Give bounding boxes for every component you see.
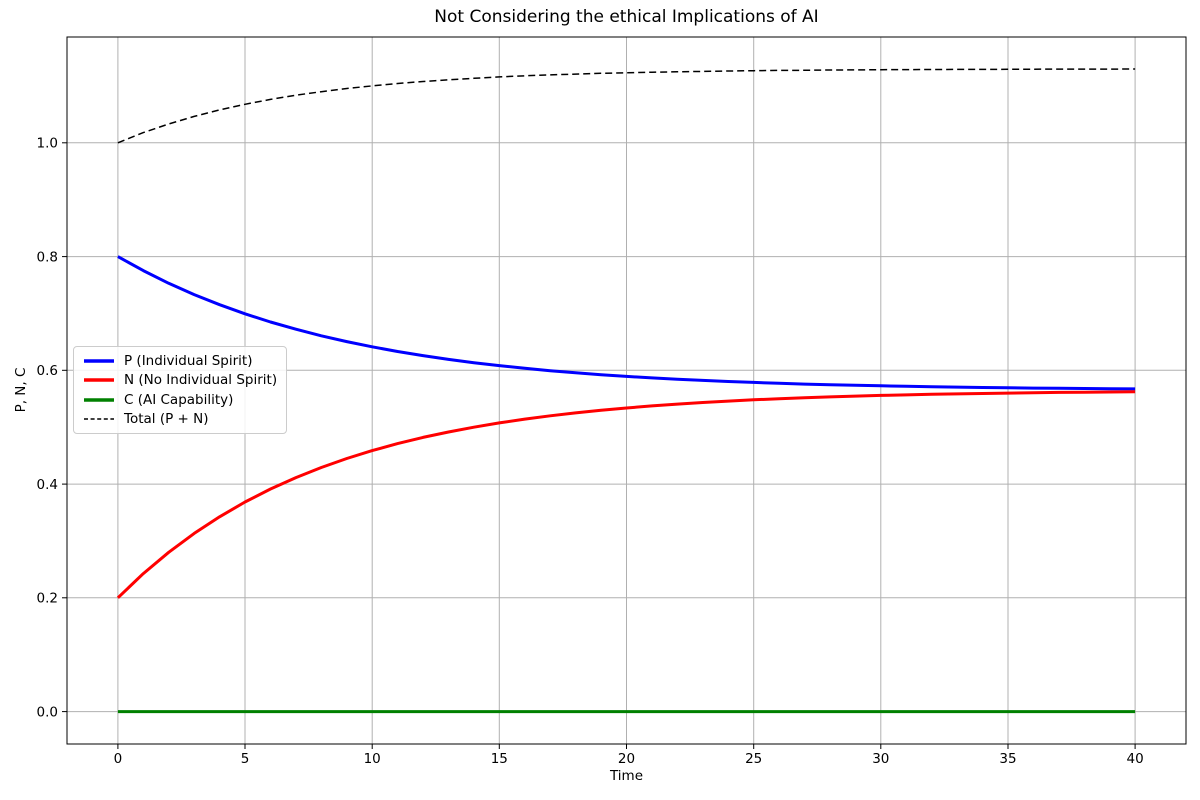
y-axis-label: P, N, C xyxy=(13,367,29,413)
x-tick-label: 5 xyxy=(241,751,250,767)
y-tick-label: 0.2 xyxy=(37,591,58,607)
legend-item-label: Total (P + N) xyxy=(124,411,209,428)
x-tick-label: 20 xyxy=(618,751,635,767)
series-line-1 xyxy=(116,390,1136,599)
y-tick-label: 0.8 xyxy=(37,249,58,265)
x-axis-label: Time xyxy=(609,768,644,784)
legend-item: N (No Individual Spirit) xyxy=(83,372,277,390)
legend-item-label: P (Individual Spirit) xyxy=(124,352,253,369)
series-line-0 xyxy=(117,255,1136,391)
legend-line-icon xyxy=(84,378,114,382)
legend-item: Total (P + N) xyxy=(83,411,277,429)
y-tick-label: 0.6 xyxy=(37,363,58,379)
legend-item-label: N (No Individual Spirit) xyxy=(124,372,278,389)
y-tick-label: 0.4 xyxy=(37,477,58,493)
y-tick-label: 0.0 xyxy=(37,704,58,720)
legend-line-icon xyxy=(84,359,114,363)
series-line-3 xyxy=(117,68,1136,144)
x-tick-label: 35 xyxy=(999,751,1016,767)
legend-line-icon xyxy=(84,398,114,402)
legend-item: P (Individual Spirit) xyxy=(83,352,277,370)
x-tick-label: 30 xyxy=(872,751,889,767)
x-tick-label: 25 xyxy=(745,751,762,767)
legend-line-icon xyxy=(84,418,114,420)
y-tick-label: 1.0 xyxy=(37,136,58,152)
x-tick-label: 10 xyxy=(364,751,381,767)
x-tick-label: 0 xyxy=(114,751,123,767)
x-tick-label: 40 xyxy=(1127,751,1144,767)
x-tick-label: 15 xyxy=(491,751,508,767)
tick-labels: 0 5 10 15 20 25 30 35 40 0.0 0.2 0.4 0.6 0.8 1.0 xyxy=(37,136,1144,767)
chart-title: Not Considering the ethical Implications… xyxy=(434,7,819,27)
legend-item-label: C (AI Capability) xyxy=(124,391,234,408)
legend: P (Individual Spirit) N (No Individual Sp… xyxy=(73,346,288,434)
grid xyxy=(67,37,1186,744)
tick-marks xyxy=(62,142,1136,749)
legend-item: C (AI Capability) xyxy=(83,391,277,409)
